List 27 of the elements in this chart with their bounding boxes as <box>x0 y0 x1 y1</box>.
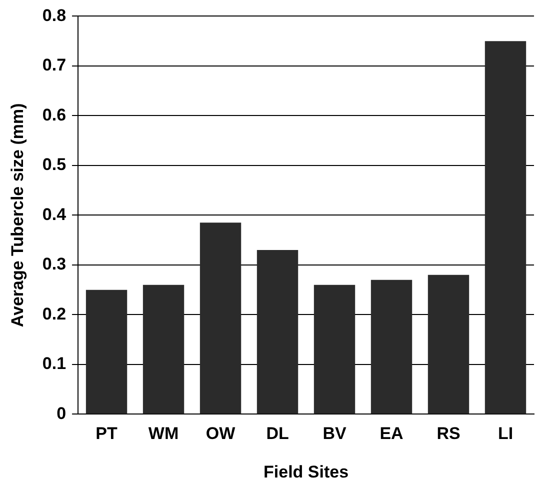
y-tick-label: 0.1 <box>42 354 66 374</box>
bar <box>370 280 412 414</box>
x-axis-title: Field Sites <box>264 462 349 482</box>
bar <box>428 274 470 414</box>
y-tick-label: 0.3 <box>42 254 66 274</box>
x-tick-label: WM <box>148 424 179 444</box>
bar <box>200 222 242 414</box>
bar <box>484 41 526 414</box>
x-tick-label: PT <box>96 424 118 444</box>
bar <box>142 284 184 414</box>
bar <box>256 250 298 414</box>
y-tick-label: 0 <box>56 404 66 423</box>
x-tick-label: LI <box>498 424 514 444</box>
x-tick-label: OW <box>206 424 236 444</box>
y-tick-label: 0.2 <box>42 304 66 324</box>
y-tick-label: 0.8 <box>42 6 66 25</box>
x-tick-label: BV <box>322 424 347 444</box>
x-tick-label: EA <box>380 424 404 444</box>
y-tick-label: 0.4 <box>42 204 67 224</box>
bar <box>86 290 128 414</box>
y-axis-title: Average Tubercle size (mm) <box>8 103 27 328</box>
y-tick-label: 0.6 <box>42 105 66 124</box>
y-tick-label: 0.5 <box>42 155 66 174</box>
bar <box>314 284 356 414</box>
y-tick-label: 0.7 <box>42 56 66 75</box>
x-tick-label: RS <box>436 424 460 444</box>
x-tick-label: DL <box>266 424 289 444</box>
